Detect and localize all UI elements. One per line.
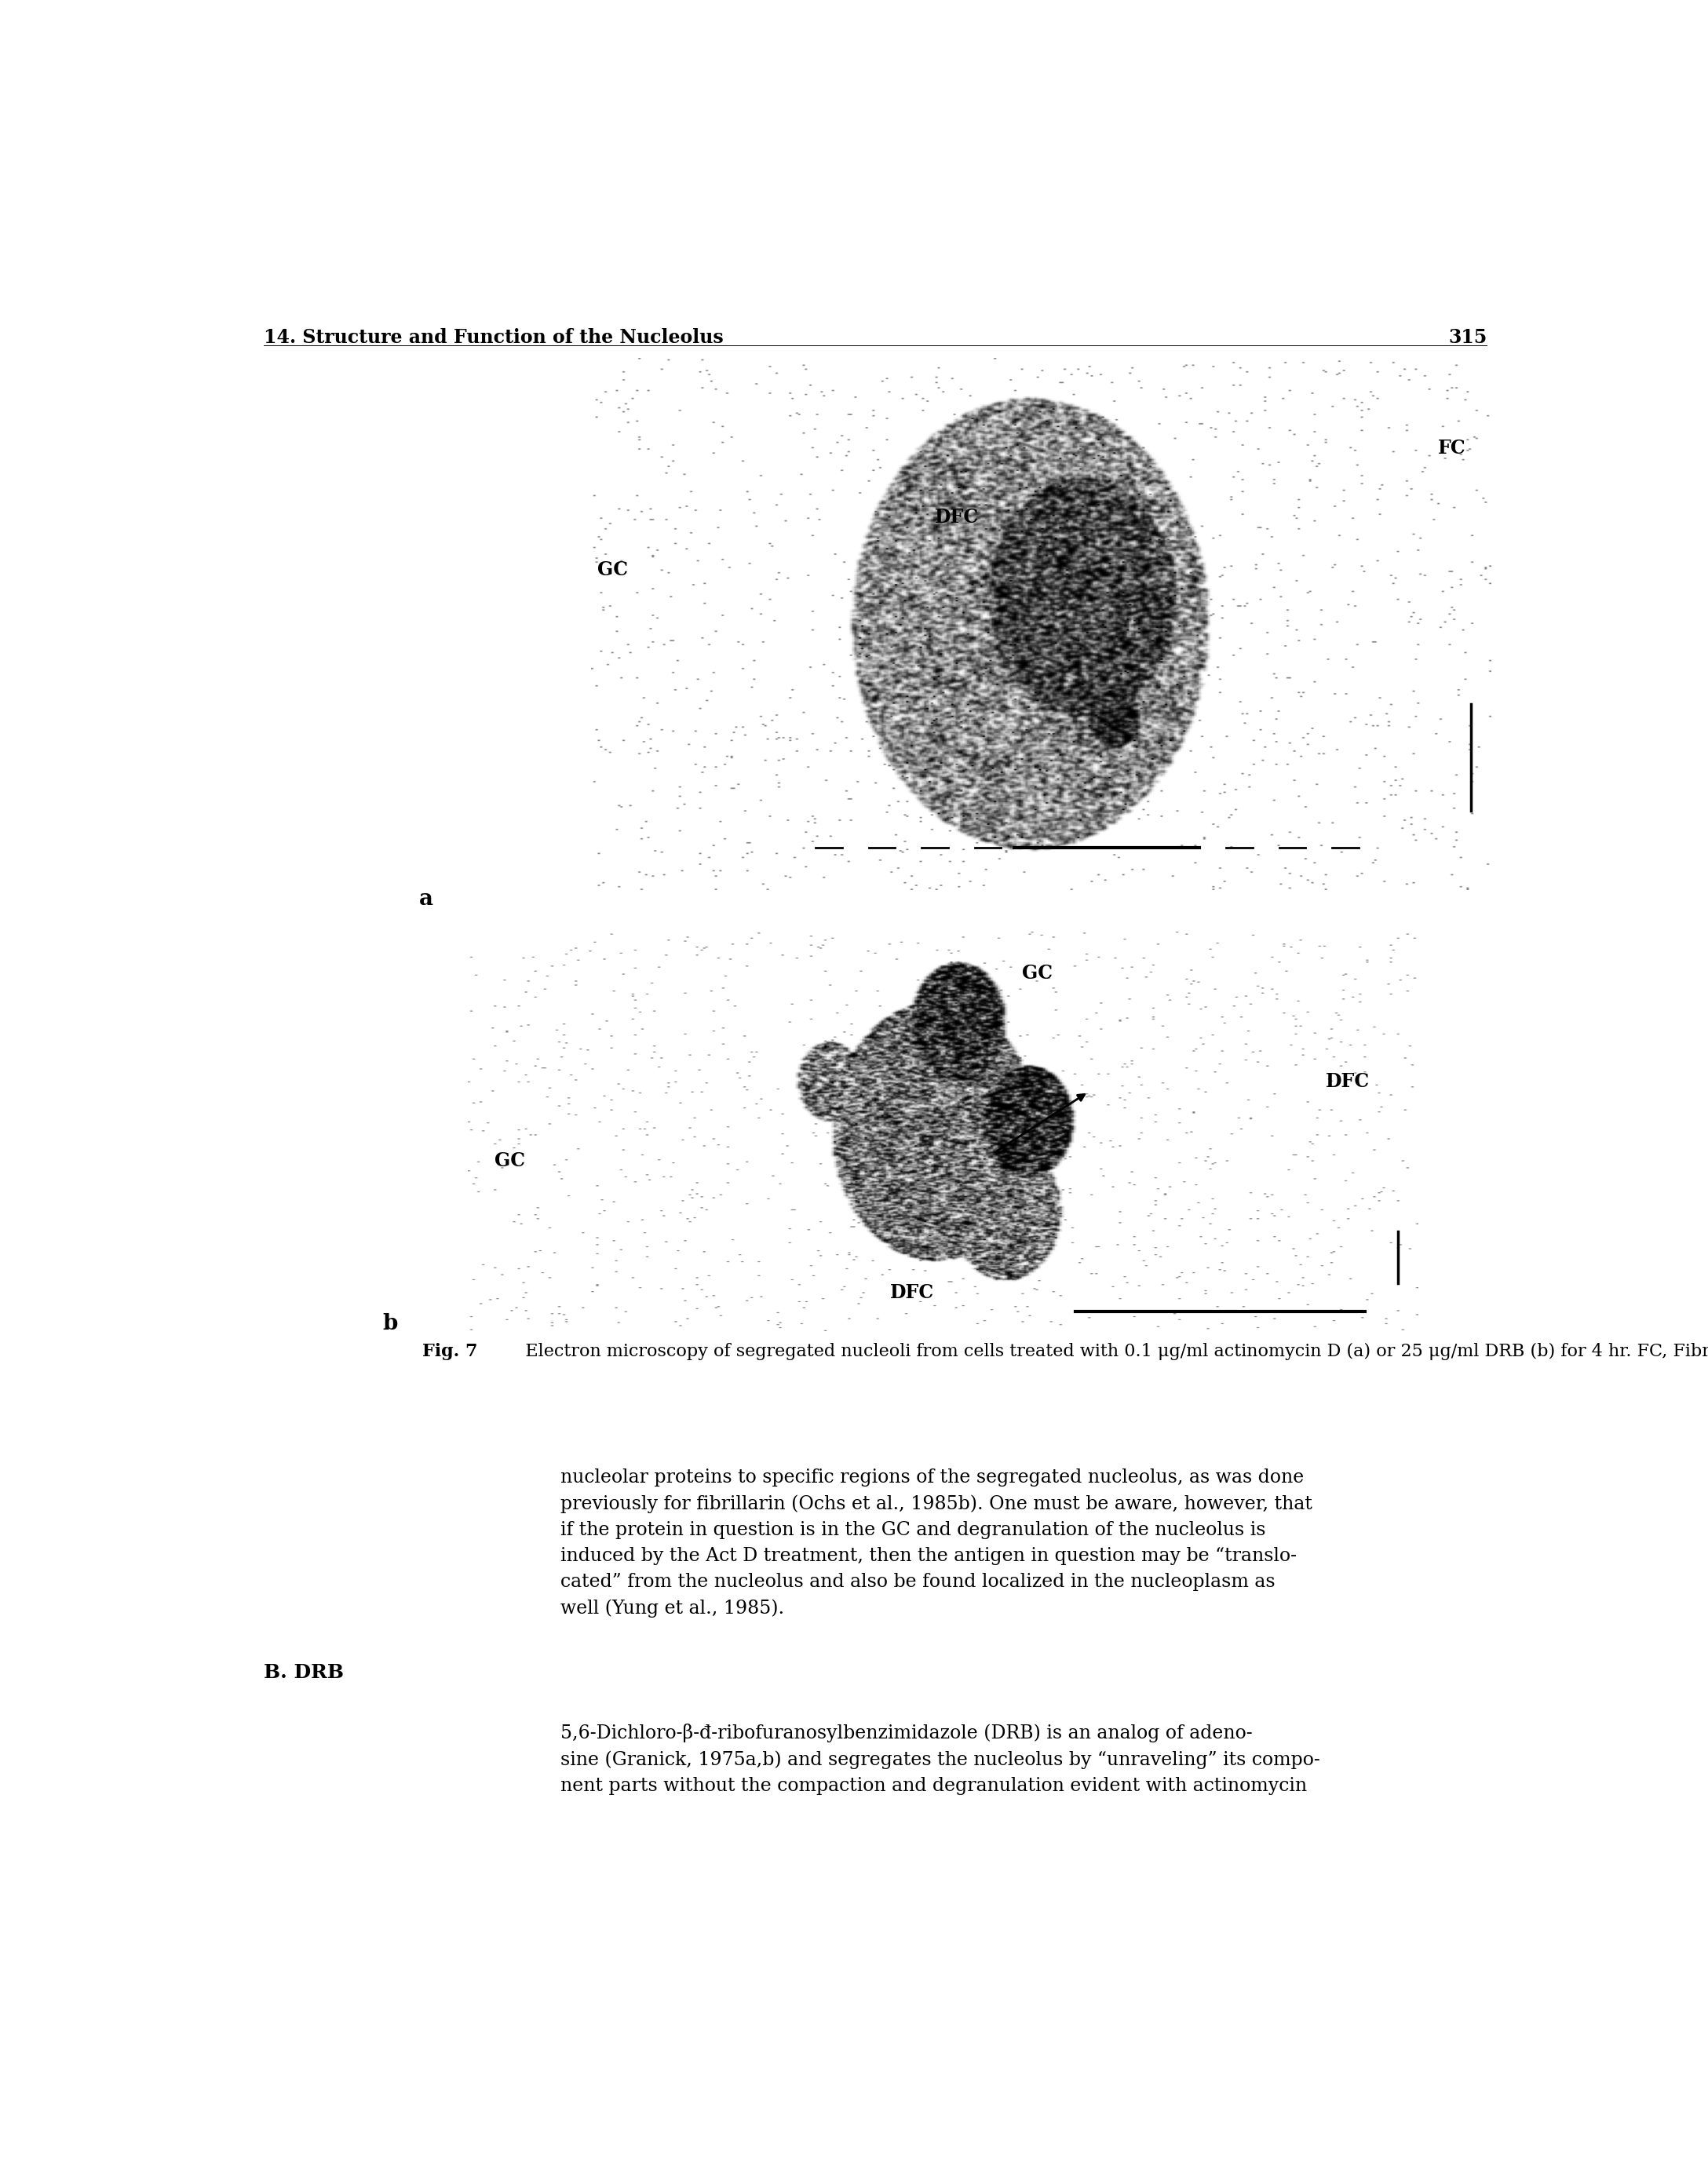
Text: DFC: DFC — [934, 507, 979, 527]
Text: nucleolar proteins to specific regions of the segregated nucleolus, as was done
: nucleolar proteins to specific regions o… — [560, 1468, 1312, 1618]
Text: FC: FC — [1438, 438, 1465, 457]
Text: Fig. 7: Fig. 7 — [422, 1344, 478, 1361]
Text: Electron microscopy of segregated nucleoli from cells treated with 0.1 μg/ml act: Electron microscopy of segregated nucleo… — [509, 1344, 1708, 1361]
Text: 14. Structure and Function of the Nucleolus: 14. Structure and Function of the Nucleo… — [263, 329, 724, 346]
Text: DFC: DFC — [890, 1283, 934, 1302]
Text: 315: 315 — [1448, 329, 1488, 346]
Text: GC: GC — [598, 560, 629, 579]
Text: 5,6-Dichloro-β-đ-ribofuranosylbenzimidazole (DRB) is an analog of adeno-
sine (G: 5,6-Dichloro-β-đ-ribofuranosylbenzimidaz… — [560, 1723, 1320, 1795]
Text: DFC: DFC — [1325, 1072, 1370, 1091]
Text: GC: GC — [1023, 965, 1052, 982]
Text: GC: GC — [494, 1152, 524, 1170]
Text: a: a — [418, 889, 432, 910]
Text: B. DRB: B. DRB — [263, 1664, 343, 1681]
Text: b: b — [383, 1313, 398, 1335]
